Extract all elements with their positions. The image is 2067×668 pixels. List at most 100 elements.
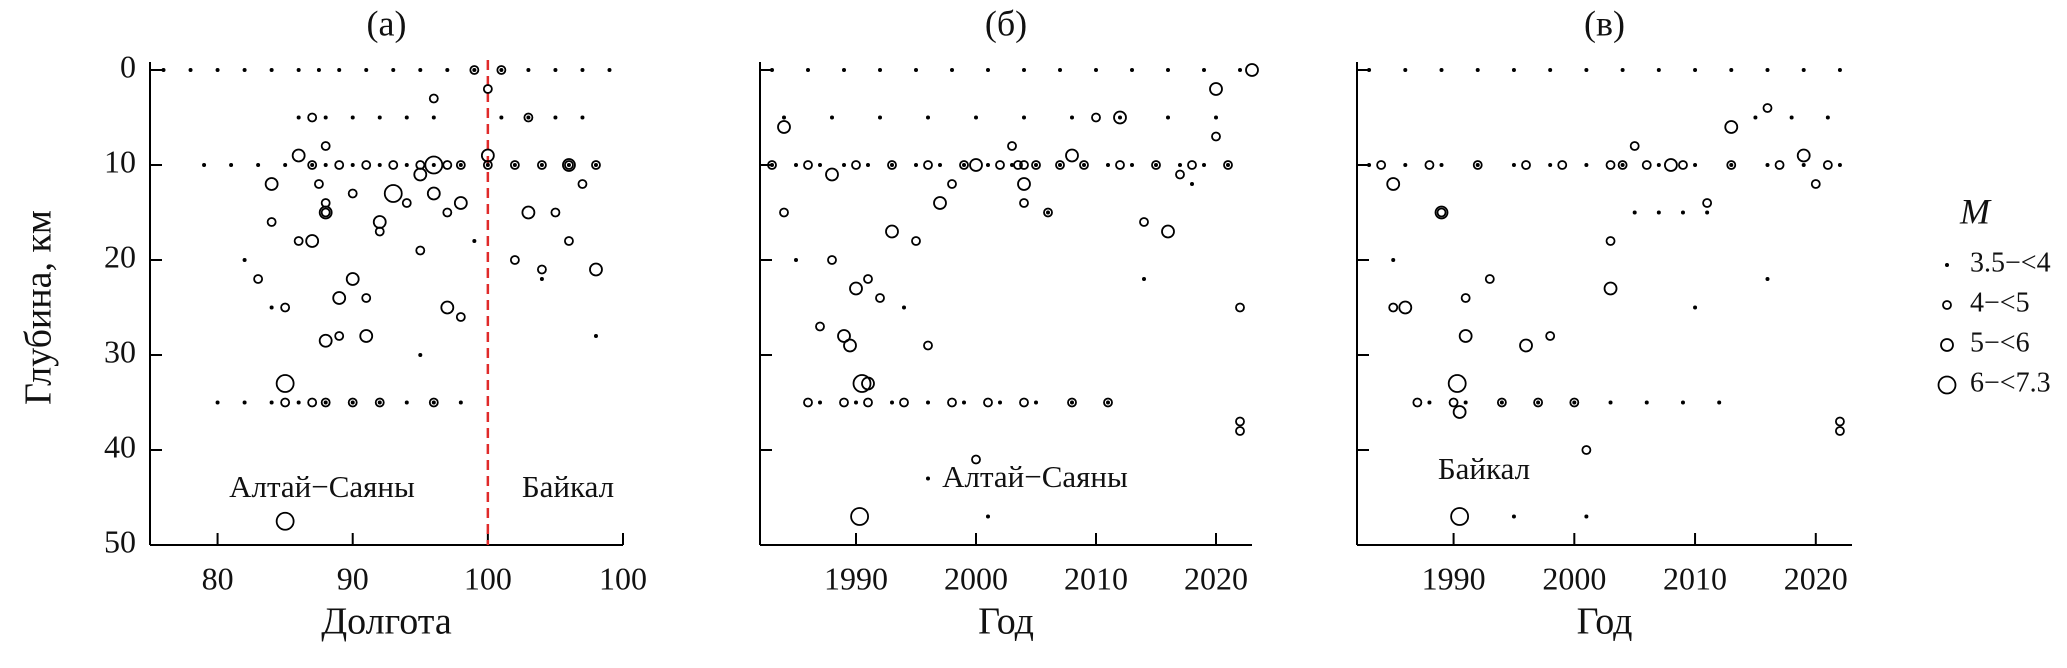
point (428, 93, 439, 104)
point (550, 207, 561, 218)
point (779, 207, 789, 218)
point (499, 115, 504, 120)
point (1091, 112, 1101, 123)
point (537, 264, 547, 275)
x-tick-label: 2020 (1184, 560, 1248, 596)
point (1765, 68, 1770, 72)
point (553, 68, 558, 72)
point (1436, 207, 1447, 218)
point (1031, 160, 1041, 170)
point (1113, 110, 1127, 125)
point (1106, 163, 1110, 167)
point (782, 115, 786, 120)
point (455, 160, 466, 170)
point (334, 331, 345, 341)
point (1235, 426, 1245, 436)
point (1190, 182, 1194, 186)
point (318, 333, 333, 348)
point (1055, 160, 1065, 170)
point (1010, 163, 1014, 167)
legend-label: 6−<7.3 (1970, 367, 2051, 398)
point (413, 167, 428, 182)
point (472, 68, 477, 72)
point (1103, 397, 1113, 408)
point (950, 68, 954, 72)
point (323, 400, 328, 405)
point (885, 224, 899, 239)
point (1656, 68, 1661, 72)
point (526, 115, 531, 120)
point (307, 160, 318, 170)
point (923, 160, 933, 170)
point (523, 112, 534, 123)
point (242, 258, 247, 262)
point (1154, 163, 1158, 167)
x-tick-label: 2010 (1064, 560, 1128, 596)
x-tick-label: 1990 (824, 560, 888, 596)
point (1238, 68, 1242, 72)
point (1007, 141, 1017, 151)
point (404, 163, 409, 167)
point (332, 291, 347, 305)
point (1825, 115, 1830, 120)
point (215, 68, 220, 72)
point (1632, 210, 1637, 215)
point (1070, 400, 1074, 405)
point (1412, 397, 1423, 408)
point (391, 68, 396, 72)
point (428, 397, 439, 408)
point (1620, 163, 1625, 167)
point (1837, 68, 1842, 72)
point (426, 186, 441, 201)
x-tick-label: 2000 (944, 560, 1008, 596)
point (815, 321, 825, 332)
point (404, 400, 409, 405)
legend-label: 4−<5 (1970, 287, 2030, 318)
point (1496, 397, 1507, 408)
y-axis-label: Глубина, км (18, 210, 60, 405)
point (1484, 274, 1495, 284)
point (830, 115, 834, 120)
point (1519, 338, 1533, 353)
annotation: Байкал (1438, 451, 1530, 486)
point (914, 163, 918, 167)
point (1130, 163, 1134, 167)
point (431, 115, 436, 120)
point (971, 454, 981, 465)
point (923, 340, 933, 351)
point (364, 68, 369, 72)
point (969, 158, 983, 172)
point (418, 353, 423, 357)
point (593, 163, 598, 167)
point (1584, 68, 1589, 72)
point (1729, 163, 1734, 167)
point (1082, 163, 1086, 167)
point (283, 163, 288, 167)
point (1245, 63, 1259, 77)
point (1139, 217, 1149, 227)
point (1724, 120, 1739, 134)
point (1629, 141, 1640, 151)
point (359, 329, 374, 343)
point (445, 68, 450, 72)
y-tick-label: 20 (104, 238, 136, 274)
point (1835, 416, 1845, 427)
point (1608, 400, 1613, 405)
point (849, 281, 863, 296)
point (404, 115, 409, 120)
x-axis-label: Год (1577, 601, 1633, 643)
point (1166, 68, 1170, 72)
point (418, 68, 423, 72)
point (401, 198, 412, 208)
point (911, 236, 921, 246)
point (440, 300, 455, 315)
point (589, 262, 603, 277)
point (415, 245, 426, 256)
point (591, 160, 601, 170)
point (310, 163, 315, 167)
point (1837, 163, 1842, 167)
point (377, 115, 382, 120)
point (480, 148, 495, 163)
point (1765, 163, 1770, 167)
point (1058, 68, 1062, 72)
